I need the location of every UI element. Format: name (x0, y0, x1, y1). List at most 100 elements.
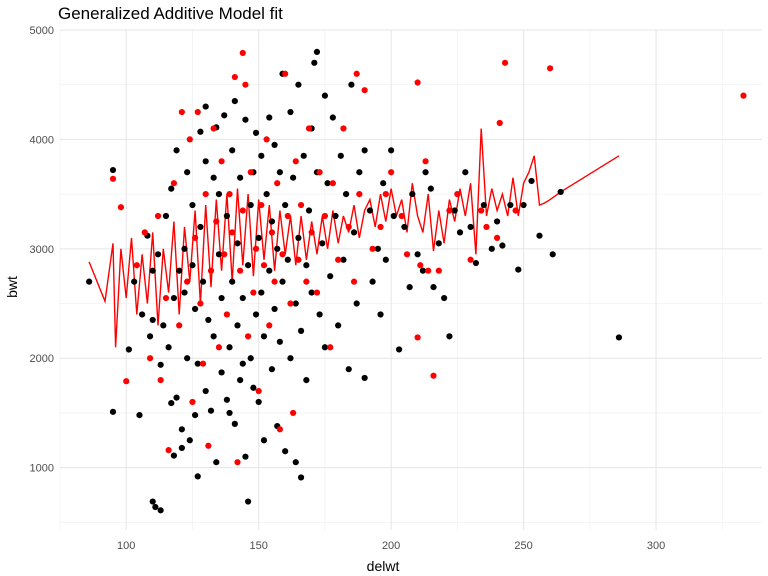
observed-point (189, 262, 196, 269)
observed-point (223, 396, 230, 403)
observed-point (271, 305, 278, 313)
predicted-point (184, 278, 191, 285)
observed-point (234, 240, 241, 247)
observed-point (109, 166, 117, 174)
x-axis-title: delwt (367, 558, 400, 574)
predicted-point (478, 207, 485, 214)
predicted-point (430, 372, 437, 379)
observed-point (139, 311, 146, 318)
observed-point (173, 147, 180, 154)
observed-point (184, 169, 191, 176)
predicted-point (284, 212, 291, 220)
predicted-point (237, 267, 244, 274)
predicted-point (276, 426, 283, 433)
predicted-points-layer (109, 49, 747, 466)
predicted-point (417, 262, 424, 269)
observed-point (194, 360, 201, 367)
predicted-point (282, 70, 289, 77)
predicted-point (189, 398, 196, 406)
predicted-point (146, 355, 154, 362)
predicted-point (414, 334, 421, 341)
observed-point (271, 141, 278, 148)
observed-point (401, 223, 408, 231)
predicted-point (268, 229, 276, 236)
observed-point (178, 426, 185, 433)
observed-point (446, 333, 453, 340)
observed-point (226, 344, 233, 351)
predicted-point (194, 108, 201, 116)
observed-point (313, 48, 321, 55)
predicted-point (260, 262, 268, 269)
predicted-point (274, 180, 281, 187)
observed-point (327, 273, 334, 280)
observed-point (210, 174, 217, 181)
predicted-point (321, 212, 329, 220)
predicted-point (239, 207, 246, 214)
predicted-point (377, 223, 384, 231)
observed-point (414, 251, 421, 258)
observed-point (422, 169, 429, 176)
predicted-point (454, 191, 461, 198)
observed-point (181, 245, 188, 252)
predicted-point (197, 300, 204, 307)
observed-point (168, 399, 175, 407)
observed-point (335, 322, 342, 329)
predicted-point (157, 377, 164, 384)
predicted-point (340, 125, 347, 132)
observed-point (229, 278, 236, 285)
predicted-point (292, 158, 299, 165)
y-tick-label: 4000 (30, 134, 54, 146)
observed-point (374, 245, 381, 252)
predicted-point (303, 278, 310, 285)
observed-point (274, 245, 281, 252)
predicted-point (221, 251, 228, 258)
x-tick-label: 300 (647, 540, 665, 552)
observed-point (528, 177, 535, 185)
observed-point (181, 289, 188, 296)
observed-point (247, 355, 254, 362)
observed-point (369, 278, 376, 285)
observed-point (282, 201, 289, 209)
x-tick-label: 100 (117, 540, 135, 552)
fitted-line (88, 128, 620, 348)
observed-point (297, 474, 305, 481)
predicted-point (493, 234, 501, 241)
observed-points-layer (86, 48, 623, 514)
observed-point (361, 374, 368, 382)
observed-point (197, 223, 204, 231)
observed-point (295, 234, 302, 241)
predicted-point (242, 81, 249, 88)
predicted-point (109, 175, 117, 182)
predicted-point (313, 289, 321, 296)
observed-point (215, 251, 223, 258)
observed-point (419, 267, 427, 274)
predicted-point (356, 191, 363, 198)
observed-point (244, 498, 252, 505)
predicted-point (467, 256, 474, 263)
observed-point (258, 289, 265, 296)
observed-point (332, 212, 339, 220)
predicted-point (290, 409, 297, 417)
predicted-point (295, 256, 302, 263)
observed-point (353, 300, 360, 307)
predicted-point (496, 119, 503, 127)
observed-point (86, 278, 93, 285)
predicted-point (234, 459, 241, 466)
observed-point (252, 311, 260, 318)
x-axis-ticks: 100 150 200 250 300 (117, 540, 665, 552)
observed-point (284, 256, 291, 263)
predicted-point (308, 229, 315, 236)
predicted-point (353, 70, 360, 77)
observed-point (292, 459, 299, 466)
observed-point (287, 108, 294, 116)
observed-point (194, 473, 201, 480)
observed-point (290, 174, 297, 181)
observed-point (255, 234, 262, 241)
predicted-point (123, 378, 130, 385)
observed-point (305, 207, 313, 214)
observed-point (377, 311, 384, 318)
observed-point (382, 256, 389, 263)
predicted-point (435, 267, 442, 274)
observed-point (168, 185, 175, 192)
observed-point (472, 259, 480, 267)
